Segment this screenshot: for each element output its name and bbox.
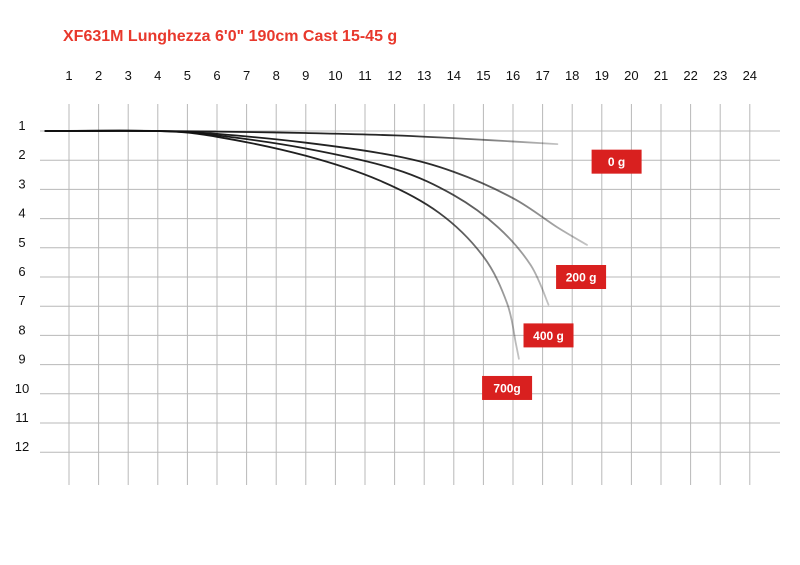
- x-tick-label: 20: [624, 68, 638, 83]
- x-tick-label: 3: [125, 68, 132, 83]
- y-tick-label: 9: [18, 352, 25, 367]
- x-tick-label: 16: [506, 68, 520, 83]
- series-line-700g: [44, 129, 520, 360]
- y-tick-label: 11: [15, 410, 29, 425]
- x-tick-label: 6: [213, 68, 220, 83]
- y-tick-label: 4: [18, 206, 25, 221]
- y-tick-label: 7: [18, 293, 25, 308]
- x-tick-label: 7: [243, 68, 250, 83]
- legend-badge: [523, 323, 574, 348]
- x-tick-label: 14: [447, 68, 461, 83]
- x-tick-label: 23: [713, 68, 727, 83]
- x-tick-label: 12: [387, 68, 401, 83]
- series-line-200-g: [44, 129, 588, 246]
- x-tick-label: 8: [273, 68, 280, 83]
- legend-badge-label: 400 g: [533, 329, 564, 343]
- x-tick-label: 10: [328, 68, 342, 83]
- x-tick-label: 11: [358, 68, 372, 83]
- y-tick-label: 3: [18, 176, 25, 191]
- x-tick-label: 18: [565, 68, 579, 83]
- legend-badge: [591, 149, 642, 174]
- legend-badge-label: 700g: [493, 381, 520, 395]
- x-tick-label: 5: [184, 68, 191, 83]
- x-tick-label: 19: [595, 68, 609, 83]
- y-tick-label: 1: [18, 118, 25, 133]
- legend-badge: [482, 375, 533, 400]
- x-tick-label: 2: [95, 68, 102, 83]
- y-tick-label: 8: [18, 322, 25, 337]
- x-tick-label: 13: [417, 68, 431, 83]
- y-tick-label: 2: [18, 147, 25, 162]
- legend-badge: [556, 265, 607, 289]
- x-tick-label: 15: [476, 68, 490, 83]
- y-tick-label: 6: [18, 264, 25, 279]
- x-tick-label: 24: [743, 68, 757, 83]
- x-tick-label: 17: [535, 68, 549, 83]
- legend-badge-label: 200 g: [566, 271, 597, 285]
- x-tick-label: 9: [302, 68, 309, 83]
- y-tick-label: 5: [18, 235, 25, 250]
- x-tick-label: 1: [65, 68, 72, 83]
- series-line-400-g: [44, 129, 550, 306]
- x-tick-label: 4: [154, 68, 161, 83]
- chart-title: XF631M Lunghezza 6'0" 190cm Cast 15-45 g: [63, 28, 398, 45]
- y-tick-label: 10: [15, 381, 29, 396]
- legend-badge-label: 0 g: [608, 155, 625, 169]
- y-tick-label: 12: [15, 439, 29, 454]
- x-tick-label: 22: [683, 68, 697, 83]
- x-tick-label: 21: [654, 68, 668, 83]
